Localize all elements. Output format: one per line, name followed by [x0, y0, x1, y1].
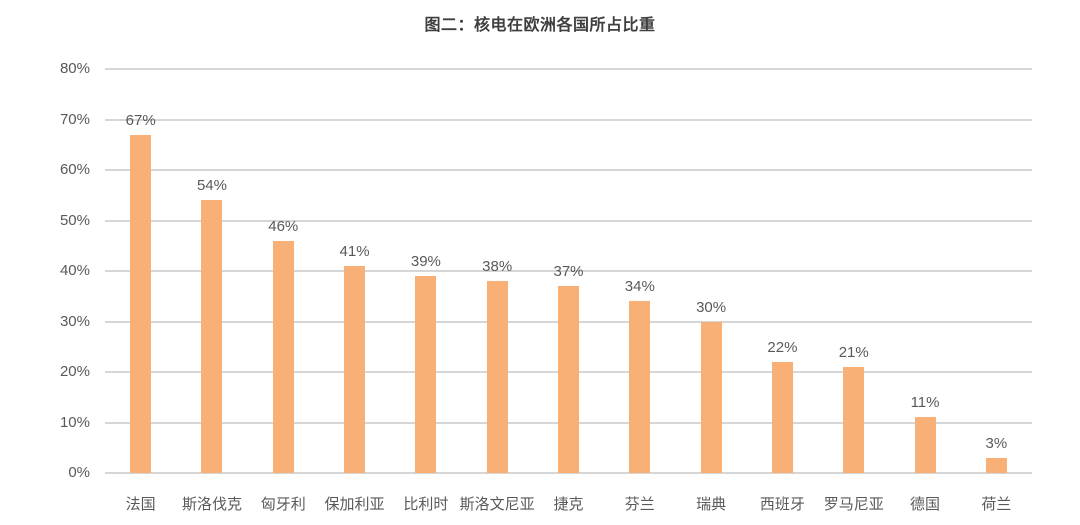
- bar: [344, 265, 366, 473]
- bar-value-label: 41%: [339, 242, 370, 260]
- bar: [985, 457, 1007, 473]
- chart-title: 图二：核电在欧洲各国所占比重: [424, 17, 656, 34]
- gridline: [105, 270, 1032, 272]
- bar-value-label: 67%: [125, 111, 156, 129]
- bar: [415, 276, 437, 473]
- x-axis-label: 西班牙: [759, 496, 805, 513]
- x-axis-label: 比利时: [403, 496, 449, 513]
- y-axis-label: 20%: [59, 363, 90, 380]
- y-axis-label: 30%: [59, 312, 90, 330]
- x-axis-label: 荷兰: [981, 496, 1012, 513]
- bar: [130, 134, 152, 473]
- x-axis-label: 斯洛文尼亚: [459, 496, 535, 513]
- bar-value-label: 39%: [410, 253, 441, 271]
- bar-value-label: 46%: [268, 217, 299, 235]
- gridline: [105, 219, 1032, 222]
- x-axis-label: 保加利亚: [324, 496, 385, 513]
- bar: [629, 301, 651, 473]
- bar: [700, 321, 722, 473]
- bar: [201, 200, 223, 473]
- bar-value-label: 38%: [482, 258, 513, 276]
- x-axis-label: 罗马尼亚: [823, 496, 884, 513]
- gridline: [105, 472, 1032, 474]
- y-axis-label: 50%: [59, 211, 90, 229]
- bar-value-label: 37%: [553, 263, 584, 281]
- bar: [914, 417, 936, 473]
- x-axis-label: 芬兰: [624, 496, 655, 513]
- bar-value-label: 34%: [624, 278, 655, 296]
- bar: [486, 281, 508, 473]
- y-axis-label: 80%: [59, 60, 90, 77]
- bar: [272, 240, 294, 473]
- x-axis-label: 瑞典: [696, 496, 727, 513]
- bar-value-label: 11%: [910, 394, 940, 412]
- plot-area: 67% 54% 46% 41% 39% 38% 37% 34% 30% 22% 21% 11% 3%: [105, 68, 1032, 474]
- y-axis-label: 60%: [59, 161, 90, 178]
- bar-value-label: 3%: [985, 434, 1008, 452]
- bar-value-label: 22%: [767, 338, 798, 356]
- bar-value-label: 30%: [696, 298, 727, 316]
- x-axis-label: 匈牙利: [260, 496, 306, 513]
- bar: [843, 366, 865, 473]
- y-axis-label: 0%: [68, 464, 90, 481]
- gridline: [105, 68, 1032, 70]
- x-axis-label: 法国: [125, 496, 156, 513]
- y-axis-label: 70%: [59, 110, 90, 128]
- bar-value-label: 54%: [196, 177, 227, 195]
- x-axis-label: 斯洛伐克: [181, 496, 242, 513]
- y-axis-label: 40%: [59, 262, 90, 279]
- bar: [771, 361, 793, 473]
- x-axis-label: 德国: [910, 496, 941, 513]
- bar: [558, 286, 579, 473]
- gridline: [105, 118, 1032, 121]
- bar-value-label: 21%: [838, 343, 869, 361]
- x-axis-label: 捷克: [553, 496, 584, 513]
- gridline: [105, 169, 1032, 171]
- y-axis-label: 10%: [59, 413, 90, 431]
